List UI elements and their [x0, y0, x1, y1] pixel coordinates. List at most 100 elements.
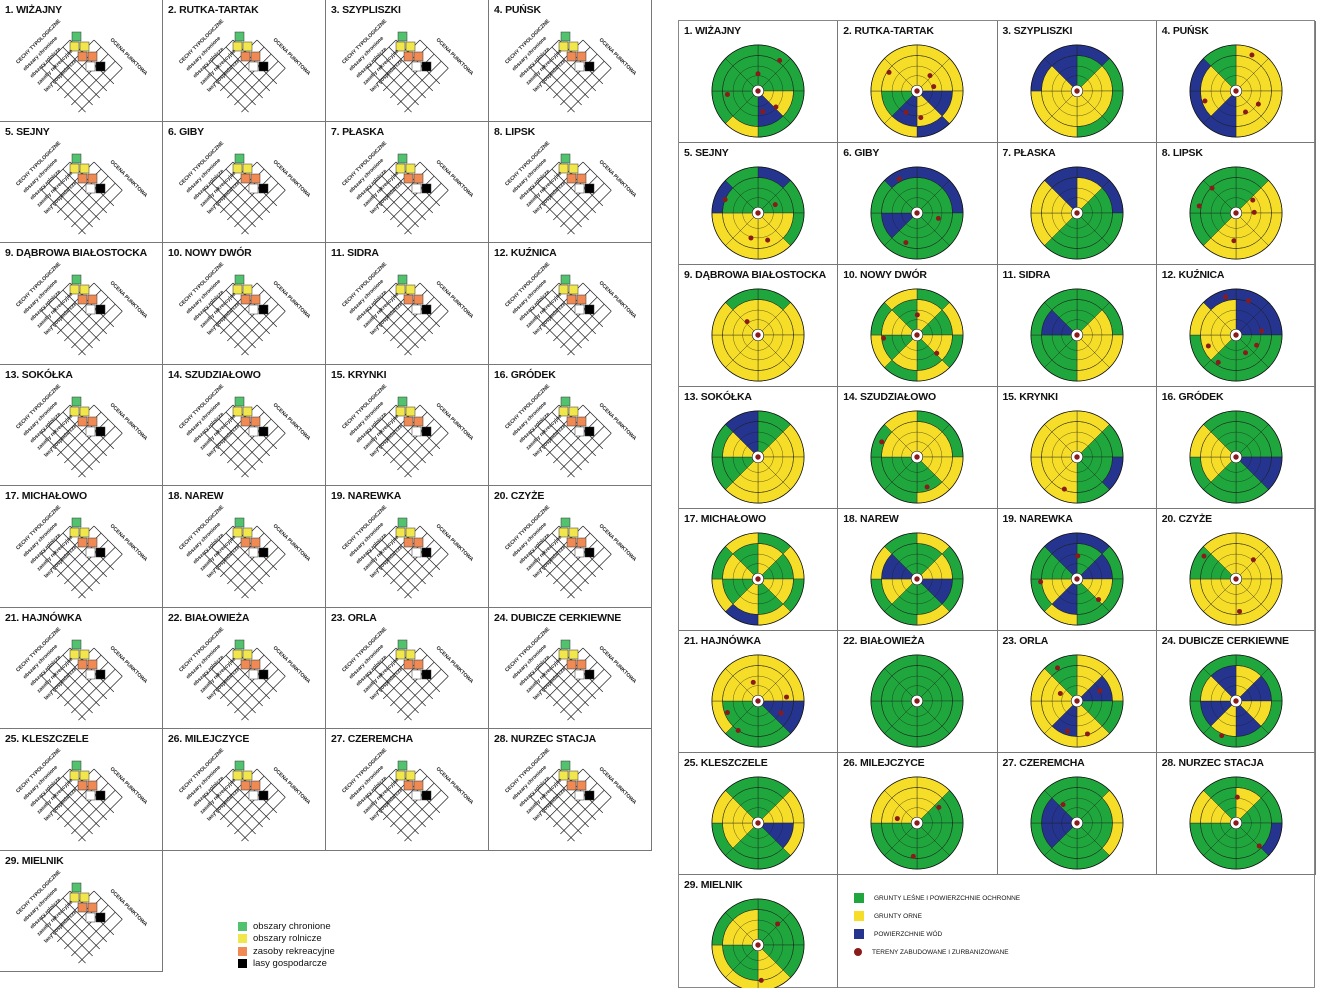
ring — [881, 299, 954, 371]
typology-label: OCENA PUNKTOWA — [598, 280, 638, 320]
land-use-cell: 22. BIAŁOWIEŻA — [838, 631, 998, 753]
municipality-title: 29. MIELNIK — [684, 879, 743, 891]
urban-dot — [1219, 733, 1225, 739]
typology-cell: 22. BIAŁOWIEŻA CECHY TYPOLOGICZNE obszary … — [163, 607, 326, 729]
ring — [1210, 65, 1262, 117]
typology-swatch — [234, 639, 245, 649]
outer-rim — [870, 532, 964, 626]
typology-swatch — [403, 294, 414, 305]
ring — [881, 665, 954, 737]
typology-swatch — [240, 173, 251, 183]
typology-label: OCENA PUNKTOWA — [598, 766, 638, 806]
ring — [732, 65, 784, 117]
ring — [881, 55, 954, 127]
typology-swatch — [232, 41, 243, 52]
radial-diagram — [1189, 776, 1283, 870]
typology-swatch — [240, 659, 251, 669]
legend-swatch — [854, 911, 864, 921]
typology-swatch — [69, 406, 80, 416]
typology-swatch — [77, 51, 88, 62]
ring — [742, 319, 774, 351]
typology-swatch — [79, 406, 90, 416]
municipality-title: 10. NOWY DWÓR — [843, 269, 927, 281]
typology-swatch — [250, 537, 261, 548]
typology-swatch — [574, 790, 585, 801]
ring — [1040, 543, 1113, 615]
typology-swatch — [403, 780, 414, 791]
typology-cell: 20. CZYŻE CECHY TYPOLOGICZNE obszary chron… — [489, 486, 652, 608]
urban-dot — [918, 115, 924, 121]
urban-dot — [1236, 608, 1242, 614]
typology-swatch — [69, 770, 80, 781]
typology-swatch — [421, 669, 432, 679]
hub-dot — [755, 576, 761, 582]
urban-dot — [775, 921, 781, 927]
typology-swatch — [250, 173, 261, 183]
typology-swatch — [71, 153, 82, 163]
typology-swatch — [248, 426, 259, 436]
urban-dot — [903, 109, 909, 115]
urban-dot — [1095, 597, 1101, 603]
ring — [1220, 807, 1252, 839]
typology-label: OCENA PUNKTOWA — [272, 280, 312, 320]
typology-swatch — [584, 426, 595, 436]
urban-dot — [1255, 101, 1261, 107]
urban-dot — [924, 484, 930, 490]
typology-swatch — [95, 61, 106, 72]
municipality-title: 14. SZUDZIAŁOWO — [168, 368, 261, 381]
urban-dot — [1249, 52, 1255, 58]
typology-label: OCENA PUNKTOWA — [435, 402, 475, 442]
municipality-title: 16. GRÓDEK — [1161, 391, 1224, 403]
outer-rim — [1189, 532, 1283, 626]
ring — [722, 787, 794, 859]
typology-swatch — [71, 396, 82, 406]
typology-swatch — [395, 406, 406, 416]
urban-dot — [1242, 350, 1248, 356]
urban-dot — [1037, 579, 1043, 585]
land-use-cell: 1. WIŻAJNY — [679, 21, 839, 143]
typology-swatch — [242, 163, 253, 173]
municipality-title: 27. CZEREMCHA — [1002, 757, 1085, 769]
typology-swatch — [574, 183, 585, 193]
outer-rim — [870, 166, 964, 260]
typology-cell: 14. SZUDZIAŁOWO CECHY TYPOLOGICZNE obszary… — [163, 364, 326, 486]
urban-dot — [755, 71, 761, 77]
hub-dot — [914, 576, 921, 582]
typology-swatch — [560, 274, 571, 285]
land-use-cell: 4. PUŃSK — [1156, 21, 1316, 143]
urban-dot — [879, 439, 885, 445]
typology-swatch — [558, 527, 569, 538]
typology-swatch — [232, 527, 243, 538]
typology-swatch — [568, 41, 579, 52]
urban-dot — [1064, 728, 1070, 734]
outer-rim — [1030, 410, 1124, 504]
radial-diagram — [711, 410, 805, 504]
municipality-title: 19. NAREWKA — [1002, 513, 1073, 525]
urban-dot — [927, 73, 933, 79]
legend-item: obszary chronione — [238, 920, 335, 933]
municipality-title: 7. PŁASKA — [1002, 147, 1056, 159]
ring — [892, 797, 943, 849]
typology-swatch — [395, 163, 406, 173]
municipality-title: 20. CZYŻE — [494, 490, 545, 502]
land-use-cell: 29. MIELNIK — [679, 875, 839, 988]
municipality-title: 22. BIAŁOWIEŻA — [168, 611, 250, 624]
legend-item: lasy gospodarcze — [238, 958, 335, 971]
typology-swatch — [405, 284, 416, 295]
typology-swatch — [411, 669, 422, 679]
municipality-title: 2. RUTKA-TARTAK — [843, 25, 934, 37]
typology-swatch — [234, 396, 245, 406]
ring — [1051, 65, 1102, 117]
municipality-title: 11. SIDRA — [331, 247, 379, 259]
ring — [742, 929, 774, 961]
typology-swatch — [232, 770, 243, 781]
ring — [901, 75, 933, 107]
outer-rim — [1030, 532, 1124, 626]
typology-swatch — [258, 304, 269, 315]
ring — [1200, 665, 1272, 737]
urban-dot — [1234, 794, 1240, 800]
legend-label: lasy gospodarcze — [253, 958, 327, 970]
